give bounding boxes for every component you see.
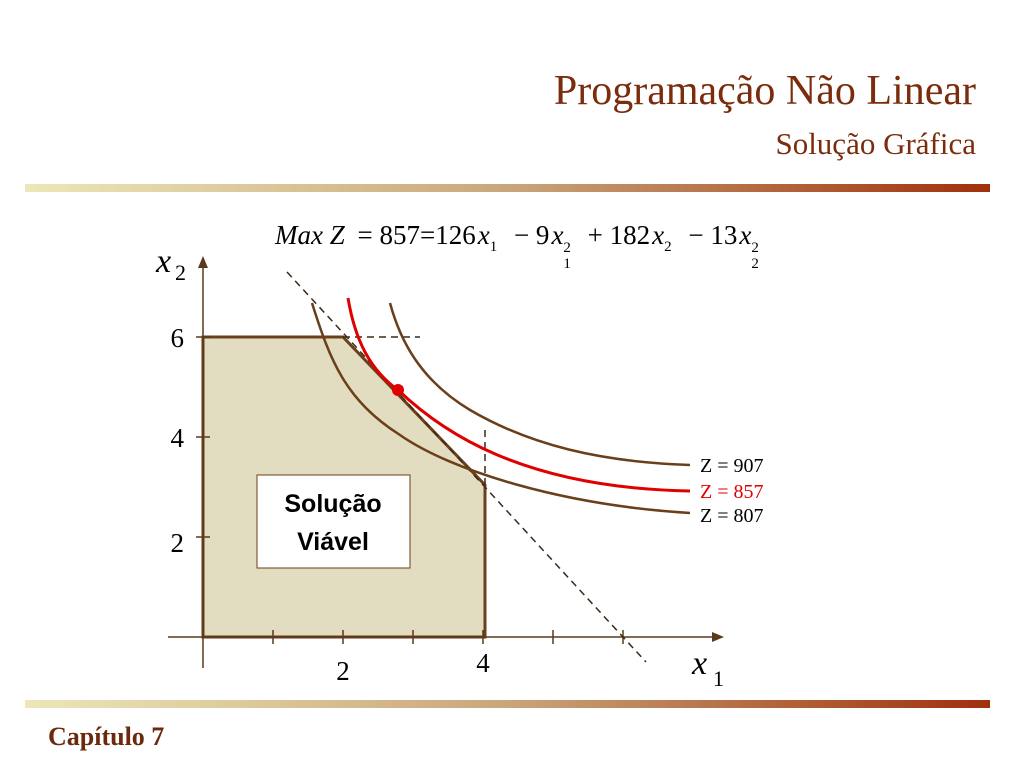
tick-label: 2 bbox=[171, 528, 185, 558]
title: Programação Não Linear bbox=[553, 68, 976, 114]
axis-label: 1 bbox=[713, 666, 724, 691]
footer: Capítulo 7 bbox=[48, 722, 165, 751]
formula-part: x bbox=[551, 220, 564, 250]
guides bbox=[286, 271, 647, 663]
formula-part: x bbox=[477, 220, 490, 250]
region-label: Viável bbox=[297, 528, 369, 556]
arrow bbox=[712, 632, 724, 642]
axis-label: x bbox=[691, 645, 707, 682]
divider bbox=[25, 184, 990, 192]
region-label: Solução bbox=[284, 490, 381, 518]
axis-label: x bbox=[155, 243, 171, 280]
formula-part: − 13 bbox=[688, 220, 738, 250]
formula-part: x bbox=[652, 220, 665, 250]
formula-part: = 857=126 bbox=[357, 220, 476, 250]
formula-part: 2 bbox=[751, 255, 759, 272]
level-curve bbox=[310, 302, 691, 515]
tick-label: 6 bbox=[171, 323, 185, 353]
curve-label: Z = 807 bbox=[700, 505, 764, 527]
label-box bbox=[256, 474, 411, 569]
curve-label: Z = 857 bbox=[700, 481, 764, 503]
formula-part: Max Z bbox=[275, 220, 345, 250]
formula-part: 2 bbox=[751, 240, 759, 256]
tick-label: 2 bbox=[336, 656, 350, 686]
tick-label: 4 bbox=[476, 648, 490, 678]
arrow bbox=[198, 256, 208, 268]
tick-label: 4 bbox=[171, 423, 185, 453]
optimum-point bbox=[392, 384, 404, 396]
subtitle: Solução Gráfica bbox=[775, 126, 976, 161]
curve-label: Z = 907 bbox=[700, 455, 764, 477]
axis-label: 2 bbox=[175, 260, 186, 285]
divider bbox=[25, 700, 990, 708]
ticks bbox=[196, 336, 624, 644]
formula-part: 2 bbox=[664, 239, 672, 255]
formula: Max Z = 857=126x1 − 9x 2 1 + 182x2 − 13x 2 2 bbox=[275, 222, 763, 273]
level-curve bbox=[346, 297, 691, 493]
formula-part: 1 bbox=[489, 239, 498, 255]
formula-part: + 182 bbox=[587, 220, 651, 250]
formula-part: 1 bbox=[563, 255, 571, 272]
level-curve bbox=[388, 302, 691, 467]
formula-part: − 9 bbox=[513, 220, 550, 250]
formula-part: x bbox=[739, 220, 752, 250]
formula-part: 2 bbox=[563, 240, 571, 256]
